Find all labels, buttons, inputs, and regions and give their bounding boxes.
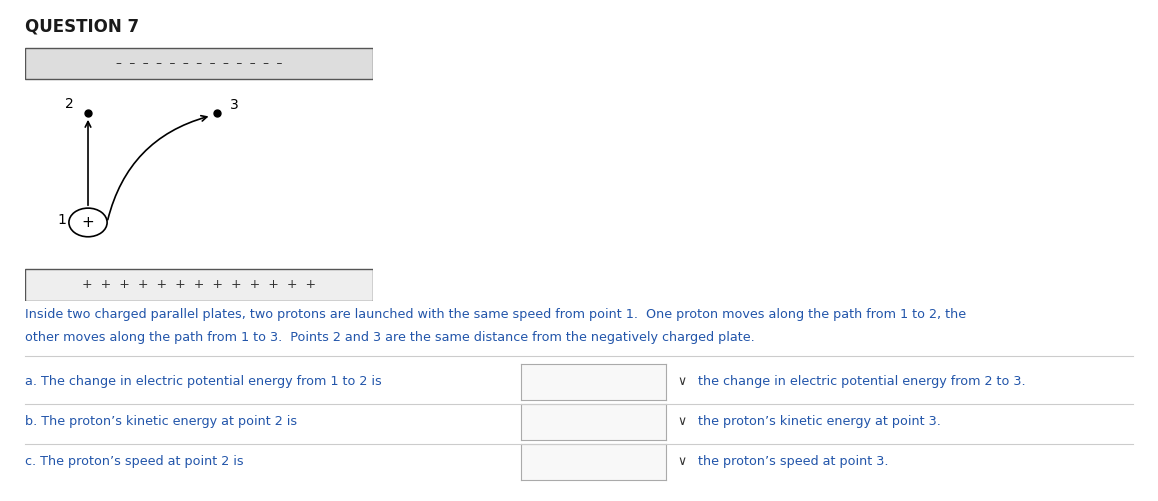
Circle shape: [69, 208, 107, 237]
Text: +  +  +  +  +  +  +  +  +  +  +  +  +: + + + + + + + + + + + + +: [82, 279, 316, 292]
Text: the change in electric potential energy from 2 to 3.: the change in electric potential energy …: [698, 375, 1026, 388]
Text: 2: 2: [65, 97, 73, 111]
Text: QUESTION 7: QUESTION 7: [25, 18, 140, 36]
Text: 3: 3: [229, 98, 239, 112]
Text: Inside two charged parallel plates, two protons are launched with the same speed: Inside two charged parallel plates, two …: [25, 308, 967, 321]
Text: ∨: ∨: [677, 455, 687, 468]
Text: the proton’s kinetic energy at point 3.: the proton’s kinetic energy at point 3.: [698, 415, 941, 428]
Text: 1: 1: [58, 213, 66, 227]
Text: +: +: [81, 215, 95, 230]
Text: other moves along the path from 1 to 3.  Points 2 and 3 are the same distance fr: other moves along the path from 1 to 3. …: [25, 331, 755, 344]
Text: a. The change in electric potential energy from 1 to 2 is: a. The change in electric potential ener…: [25, 375, 382, 388]
Text: the proton’s speed at point 3.: the proton’s speed at point 3.: [698, 455, 889, 468]
Text: c. The proton’s speed at point 2 is: c. The proton’s speed at point 2 is: [25, 455, 244, 468]
Bar: [25, 48, 373, 79]
Bar: [25, 270, 373, 301]
Text: b. The proton’s kinetic energy at point 2 is: b. The proton’s kinetic energy at point …: [25, 415, 298, 428]
Text: –  –  –  –  –  –  –  –  –  –  –  –  –: – – – – – – – – – – – – –: [116, 57, 283, 70]
Text: ∨: ∨: [677, 375, 687, 388]
Text: ∨: ∨: [677, 415, 687, 428]
